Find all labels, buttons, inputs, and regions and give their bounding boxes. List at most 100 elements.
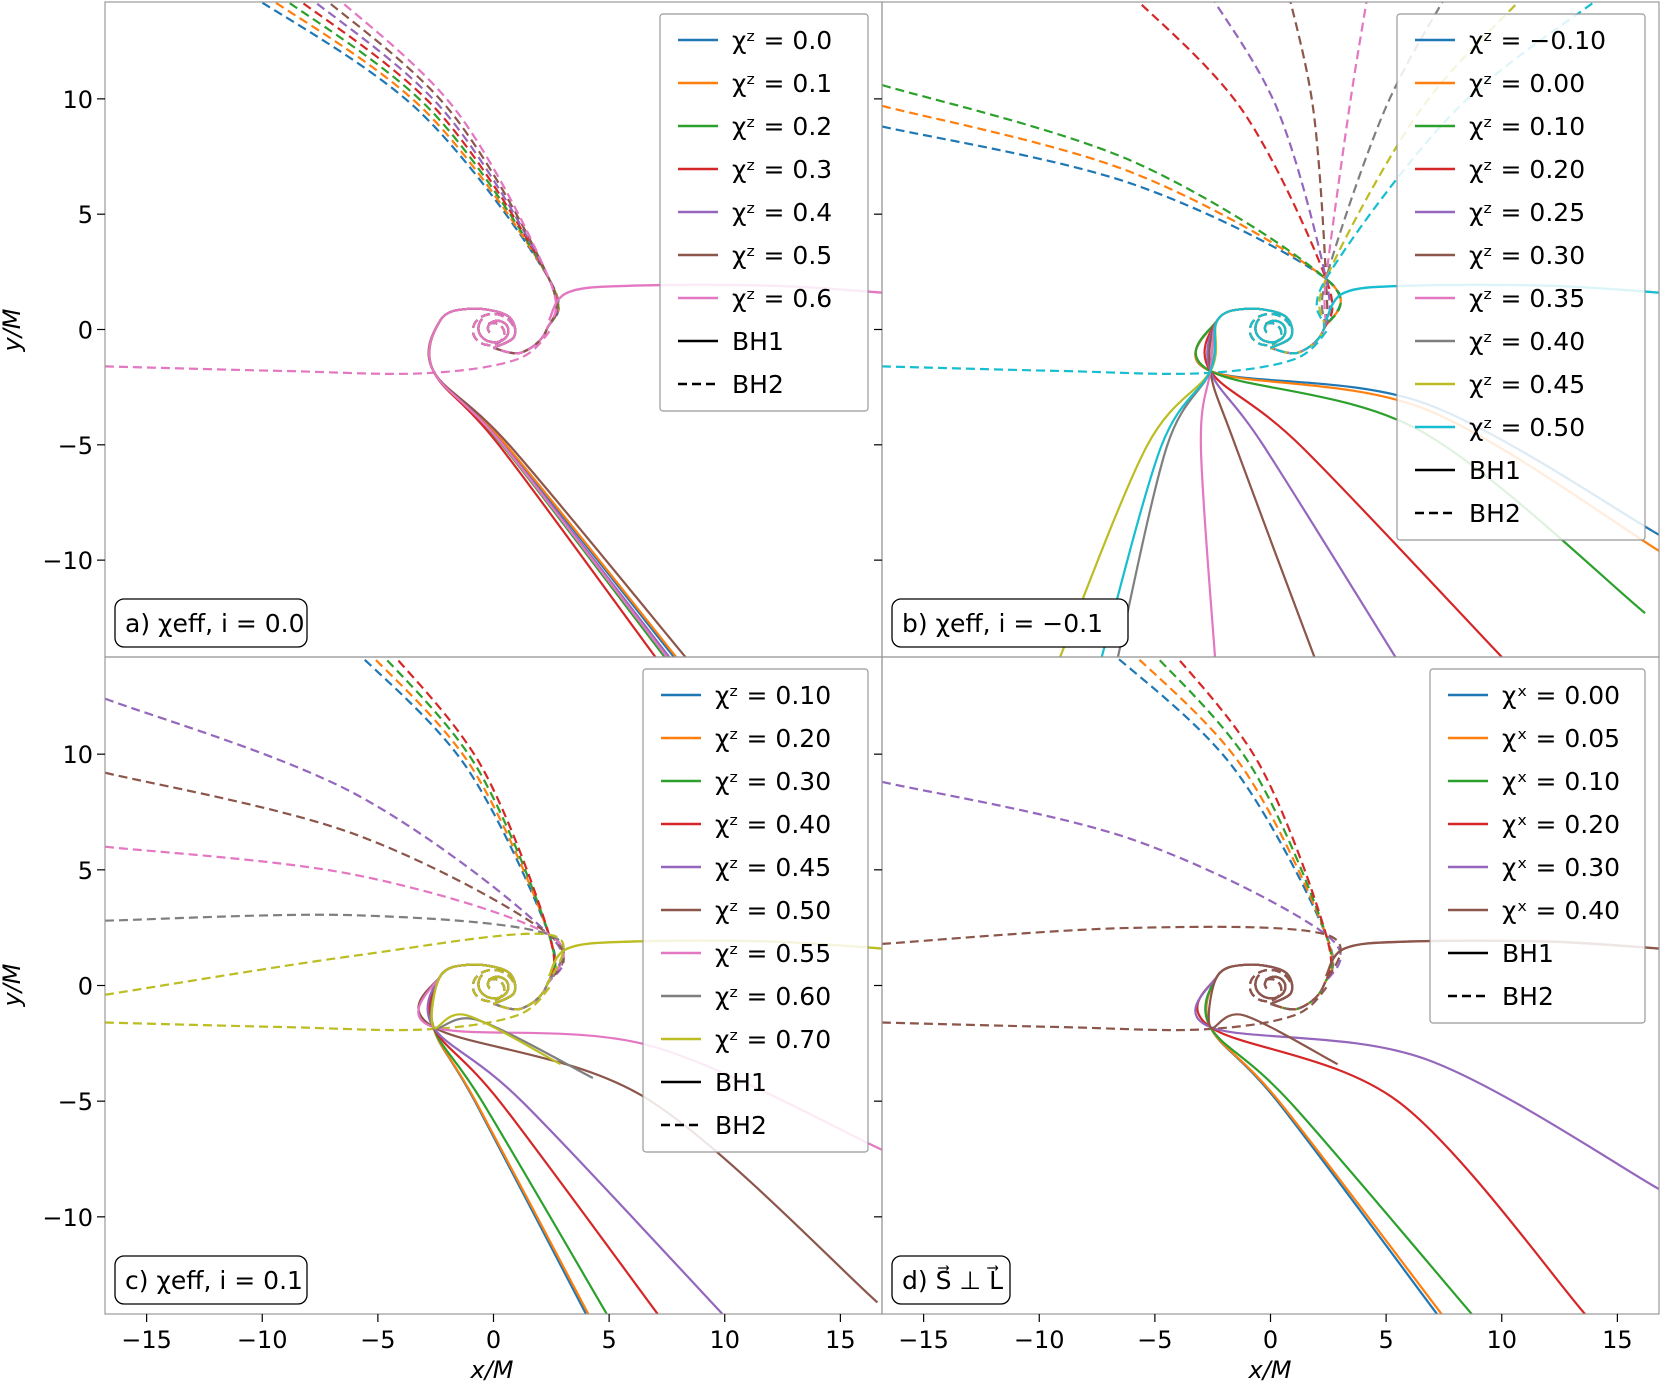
- bh2-trajectory: [286, 2, 560, 355]
- bh2-trajectory: [1155, 657, 1333, 1011]
- bh2-trajectory: [382, 657, 556, 1011]
- legend-label: BH1: [732, 327, 784, 356]
- legend-label: χˣ = 0.40: [1502, 896, 1620, 925]
- bh2-trajectory: [105, 932, 565, 1011]
- legend-label: χᶻ = 0.1: [732, 69, 832, 98]
- legend-label: χᶻ = 0.45: [1469, 370, 1585, 399]
- bh2-trajectory: [313, 2, 559, 355]
- legend-label: χˣ = 0.20: [1502, 810, 1620, 839]
- panel-1: b) χeff, i = −0.1 χᶻ = −0.10 χᶻ = 0.00 χᶻ =…: [874, 1, 1660, 658]
- bh2-trajectory: [105, 771, 565, 1011]
- bh1-trajectory: [429, 963, 590, 1314]
- legend-label: χᶻ = −0.10: [1469, 26, 1606, 55]
- panel-label-box: [114, 1255, 308, 1305]
- legend-label: χᶻ = 0.45: [715, 853, 831, 882]
- y-tick-label: 0: [78, 973, 93, 1001]
- x-tick-label: 10: [1486, 1326, 1517, 1354]
- legend-label: χᶻ = 0.70: [715, 1025, 831, 1054]
- panel-0: −10 −5 0 5 10 a) χeff, i = 0.0 χᶻ = 0.0 χᶻ = 0.…: [42, 1, 883, 658]
- bh2-left-tail: [882, 984, 1330, 1032]
- panel-label-box: [114, 598, 308, 648]
- bh2-trajectory: [1270, 2, 1597, 355]
- legend-label: χᶻ = 0.50: [715, 896, 831, 925]
- legend-label: χᶻ = 0.20: [1469, 155, 1585, 184]
- x-tick-label: 10: [709, 1326, 740, 1354]
- bh1-trajectory: [429, 963, 608, 1314]
- x-tick-label: −10: [1014, 1326, 1065, 1354]
- legend-label: χᶻ = 0.10: [715, 681, 831, 710]
- legend-label: BH1: [1469, 456, 1521, 485]
- bh1-inner-spiral: [477, 318, 510, 344]
- bh2-inner-spiral: [471, 312, 515, 347]
- legend-box: [1429, 668, 1646, 1024]
- bh1-trajectory: [427, 307, 675, 657]
- x-tick-label: −5: [1137, 1326, 1172, 1354]
- panel-3: −15 −10 −5 0 5 10 15 d) S⃗ ⊥ L⃗ χˣ = 0.00 χˣ = 0.…: [874, 656, 1660, 1354]
- x-tick-label: −15: [121, 1326, 172, 1354]
- bh2-trajectory: [105, 697, 565, 1011]
- legend-label: χᶻ = 0.00: [1469, 69, 1585, 98]
- legend-label: χᶻ = 0.10: [1469, 112, 1585, 141]
- plot-area-3: [882, 657, 1659, 1314]
- bh2-trajectory: [339, 2, 558, 355]
- bh2-trajectory: [1114, 657, 1335, 1011]
- y-tick-label: 0: [78, 317, 93, 345]
- panel-label: a) χeff, i = 0.0: [125, 609, 305, 638]
- legend-label: χᶻ = 0.60: [715, 982, 831, 1011]
- bh1-trajectory: [428, 963, 659, 1314]
- legend-label: χᶻ = 0.5: [732, 241, 832, 270]
- bh2-trajectory: [882, 83, 1342, 355]
- panel-label: c) χeff, i = 0.1: [125, 1266, 303, 1295]
- panel-label: d) S⃗ ⊥ L⃗: [902, 1265, 1003, 1295]
- x-axis-label-left: x/M: [470, 1356, 514, 1384]
- bh1-trajectory: [1207, 963, 1339, 1066]
- panel-label: b) χeff, i = −0.1: [902, 609, 1103, 638]
- bh1-trajectory: [1100, 307, 1294, 657]
- legend-label: χˣ = 0.05: [1502, 724, 1620, 753]
- y-tick-label: −5: [58, 1088, 93, 1116]
- x-tick-label: 0: [1263, 1326, 1278, 1354]
- bh2-trajectory: [272, 2, 560, 355]
- x-tick-label: 15: [1602, 1326, 1633, 1354]
- panel-2: −10 −5 0 5 10 −15 −10 −5 0 5 10 15 c) χeff, i = 0.1 χ…: [42, 656, 883, 1354]
- bh1-trajectory: [428, 307, 668, 657]
- legend-label: χᶻ = 0.55: [715, 939, 831, 968]
- legend-box: [1396, 13, 1646, 541]
- legend-label: χᶻ = 0.50: [1469, 413, 1585, 442]
- bh2-trajectory: [326, 2, 558, 355]
- legend-label: BH2: [732, 370, 784, 399]
- bh2-trajectory: [371, 657, 557, 1011]
- x-tick-label: 15: [825, 1326, 856, 1354]
- legend-label: χˣ = 0.30: [1502, 853, 1620, 882]
- bh2-left-tail: [882, 328, 1330, 376]
- legend-label: χˣ = 0.10: [1502, 767, 1620, 796]
- y-tick-label: −10: [42, 547, 93, 575]
- legend-label: χᶻ = 0.6: [732, 284, 832, 313]
- legend-label: χᶻ = 0.25: [1469, 198, 1585, 227]
- legend-label: BH1: [715, 1068, 767, 1097]
- legend-box: [659, 13, 869, 412]
- bh2-left-tail: [105, 984, 553, 1032]
- legend-label: χᶻ = 0.35: [1469, 284, 1585, 313]
- bh1-trajectory: [430, 963, 562, 1066]
- legend-label: χᶻ = 0.30: [1469, 241, 1585, 270]
- legend-box: [642, 668, 869, 1153]
- y-tick-label: 5: [78, 857, 93, 885]
- legend-label: χᶻ = 0.40: [715, 810, 831, 839]
- y-tick-label: 10: [62, 86, 93, 114]
- y-tick-label: 5: [78, 201, 93, 229]
- x-tick-label: −10: [237, 1326, 288, 1354]
- legend-label: χᶻ = 0.0: [732, 26, 832, 55]
- legend-label: BH2: [1502, 982, 1554, 1011]
- legend-label: χᶻ = 0.4: [732, 198, 832, 227]
- bh1-inner-spiral: [1254, 974, 1287, 1000]
- bh2-trajectory: [1134, 657, 1334, 1011]
- bh2-trajectory: [882, 780, 1342, 1011]
- legend-label: BH1: [1502, 939, 1554, 968]
- bh2-left-tail: [105, 328, 553, 376]
- legend-label: BH2: [1469, 499, 1521, 528]
- legend-label: χᶻ = 0.40: [1469, 327, 1585, 356]
- bh2-trajectory: [259, 2, 560, 355]
- x-axis-label-right: x/M: [1248, 1356, 1292, 1384]
